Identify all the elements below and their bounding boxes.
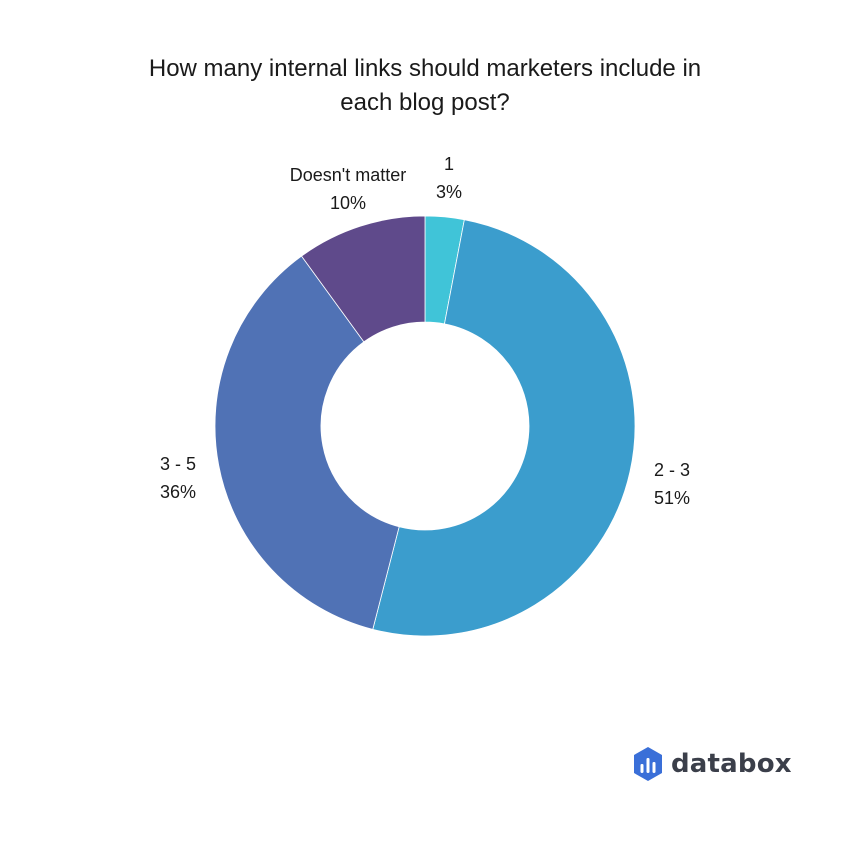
donut-slice-4: [301, 215, 426, 343]
chart-title-line-2: each blog post?: [340, 89, 510, 116]
slice-label-category-4: Doesn't matter: [290, 165, 406, 185]
slice-labels: 1 3% 2 - 3 51% 3 - 5 36% Doesn't matter 10%: [160, 154, 690, 508]
databox-logo-text: databox: [671, 749, 792, 779]
donut-slice-3: [214, 255, 400, 630]
chart-title: How many internal links should marketers…: [0, 52, 850, 120]
databox-logo: databox: [632, 745, 792, 783]
slice-label-value-4: 10%: [330, 193, 366, 213]
slice-label-category-2: 2 - 3: [654, 460, 690, 480]
donut-slices: [214, 215, 636, 637]
donut-slice-2: [372, 219, 636, 637]
databox-logo-icon: [634, 747, 662, 781]
slice-label-category-3: 3 - 5: [160, 454, 196, 474]
slice-label-category-1: 1: [444, 154, 454, 174]
slice-label-value-3: 36%: [160, 482, 196, 502]
chart-title-line-1: How many internal links should marketers…: [148, 55, 702, 82]
slice-label-value-1: 3%: [436, 182, 462, 202]
slice-label-value-2: 51%: [654, 488, 690, 508]
